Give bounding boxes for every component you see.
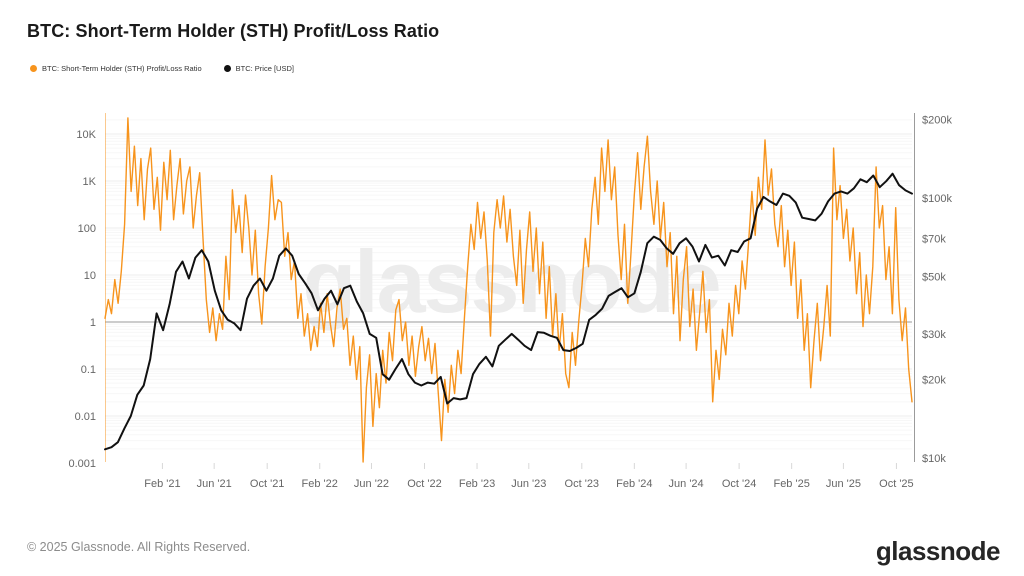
x-tick-label: Feb '25 (773, 478, 809, 490)
right-tick-label: $70k (922, 233, 946, 245)
x-tick-label: Jun '23 (511, 478, 546, 490)
right-tick-label: $50k (922, 271, 946, 283)
x-tick-label: Jun '22 (354, 478, 389, 490)
x-tick-label: Oct '25 (879, 478, 914, 490)
left-tick-label: 0.01 (75, 411, 96, 423)
x-tick-label: Jun '25 (826, 478, 861, 490)
legend-label-sth-ratio: BTC: Short-Term Holder (STH) Profit/Loss… (42, 64, 202, 73)
sth-ratio-legend-dot-icon (30, 65, 37, 72)
legend-label-btc-price: BTC: Price [USD] (235, 64, 294, 73)
left-tick-label: 100 (78, 223, 96, 235)
legend-item-sth-ratio[interactable]: BTC: Short-Term Holder (STH) Profit/Loss… (30, 64, 202, 73)
x-tick-label: Jun '24 (669, 478, 704, 490)
right-tick-label: $200k (922, 115, 952, 127)
btc-price-line (104, 172, 913, 451)
x-tick-label: Feb '22 (302, 478, 338, 490)
right-tick-label: $10k (922, 453, 946, 465)
copyright-text: © 2025 Glassnode. All Rights Reserved. (27, 540, 251, 554)
legend-item-btc-price[interactable]: BTC: Price [USD] (223, 64, 294, 73)
sth-ratio-line (104, 117, 913, 463)
left-tick-label: 10K (76, 129, 96, 141)
x-tick-label: Oct '23 (565, 478, 600, 490)
left-tick-label: 0.1 (81, 364, 96, 376)
x-tick-label: Oct '24 (722, 478, 757, 490)
right-tick-label: $20k (922, 375, 946, 387)
page-title: BTC: Short-Term Holder (STH) Profit/Loss… (27, 21, 440, 41)
left-tick-label: 10 (84, 270, 96, 282)
x-tick-label: Feb '21 (144, 478, 180, 490)
right-tick-label: $30k (922, 329, 946, 341)
x-tick-label: Oct '21 (250, 478, 285, 490)
x-tick-label: Feb '23 (459, 478, 495, 490)
x-tick-label: Jun '21 (197, 478, 232, 490)
left-tick-label: 1K (83, 176, 97, 188)
right-tick-label: $100k (922, 193, 952, 205)
x-tick-label: Oct '22 (407, 478, 442, 490)
watermark-text: glassnode (302, 232, 719, 331)
left-tick-label: 0.001 (68, 458, 96, 470)
chart-legend: BTC: Short-Term Holder (STH) Profit/Loss… (30, 64, 316, 73)
btc-price-legend-dot-icon (223, 65, 231, 72)
left-tick-label: 1 (90, 317, 96, 329)
glassnode-logo: glassnode (875, 536, 1001, 566)
x-tick-label: Feb '24 (616, 478, 652, 490)
